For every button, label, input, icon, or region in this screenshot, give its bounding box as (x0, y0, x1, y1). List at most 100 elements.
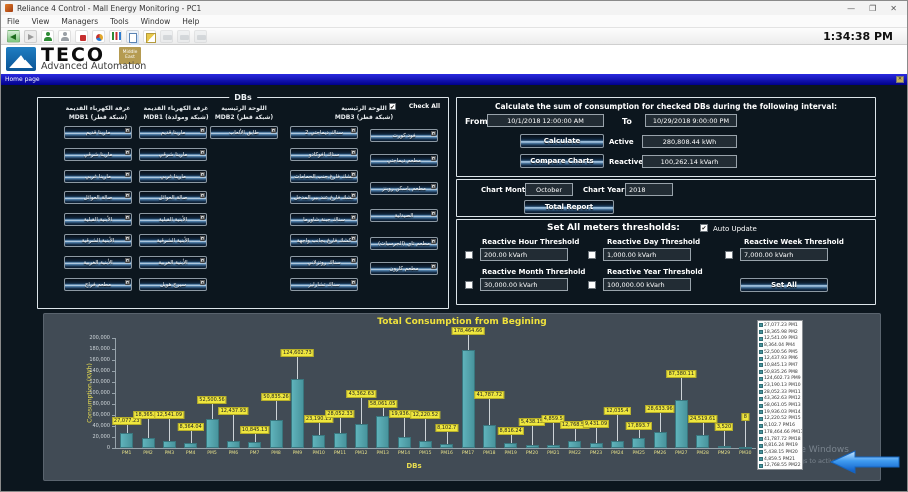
set-all-button[interactable]: Set All (740, 278, 828, 292)
chart-icon[interactable] (109, 29, 122, 43)
chart-bar-PM3[interactable] (162, 441, 176, 448)
check-all-checkbox[interactable] (389, 103, 396, 110)
db-button-checkbox[interactable] (125, 215, 130, 220)
db-button[interactable]: سناك جبنة شاورما (290, 213, 358, 226)
design-icon[interactable] (143, 29, 156, 43)
calculate-button[interactable]: Calculate (520, 134, 604, 148)
db-button[interactable]: سناك ديماجتي 2 (290, 126, 358, 139)
db-button-checkbox[interactable] (125, 193, 130, 198)
chart-bar-PM25[interactable] (632, 438, 646, 448)
db-button[interactable]: سناك افوكادو (290, 148, 358, 161)
back-icon[interactable] (7, 29, 20, 43)
chart-bar-PM17[interactable] (461, 349, 475, 448)
db-button[interactable]: الأبنية الشرقية (64, 234, 132, 247)
chart-bar-PM1[interactable] (120, 433, 134, 448)
db-button[interactable]: مطعم فراج (64, 278, 132, 291)
db-button[interactable]: مارينا شرقي (139, 148, 207, 161)
chart-bar-PM7[interactable] (248, 442, 262, 448)
menu-item-file[interactable]: File (7, 16, 20, 26)
db-button[interactable]: مارينا قديم (64, 126, 132, 139)
chart-bar-PM8[interactable] (269, 420, 283, 448)
db-button[interactable]: كشك فارغ عند بير المدخل (290, 191, 358, 204)
threshold-day-input[interactable]: 1,000.00 kVarh (603, 248, 691, 261)
chart-bar-PM14[interactable] (397, 437, 411, 448)
chart-bar-PM28[interactable] (696, 434, 710, 448)
chart-bar-PM5[interactable] (205, 419, 219, 448)
db-button-checkbox[interactable] (431, 131, 436, 136)
threshold-year-checkbox[interactable] (588, 281, 596, 289)
print-icon[interactable] (177, 29, 190, 43)
chart-bar-PM19[interactable] (504, 443, 518, 448)
db-button[interactable]: مطعم كارون (370, 262, 438, 275)
db-button[interactable]: الأبنية الغربية (64, 256, 132, 269)
to-datetime-input[interactable]: 10/29/2018 9:00:00 PM (645, 114, 737, 127)
threshold-month-input[interactable]: 30,000.00 kVarh (480, 278, 568, 291)
db-button[interactable]: سيرج هويل (139, 278, 207, 291)
db-button[interactable]: سناك روتزلاني (290, 256, 358, 269)
threshold-week-checkbox[interactable] (725, 251, 733, 259)
db-button[interactable]: الأبنية الغربية (139, 256, 207, 269)
db-button-checkbox[interactable] (200, 193, 205, 198)
menu-item-view[interactable]: View (31, 16, 50, 26)
db-button-checkbox[interactable] (431, 239, 436, 244)
compare-charts-button[interactable]: Compare Charts (520, 154, 604, 168)
db-button[interactable]: مارينا قديم (139, 126, 207, 139)
threshold-hour-checkbox[interactable] (465, 251, 473, 259)
db-button[interactable]: الأبنية القبلية (139, 213, 207, 226)
threshold-year-input[interactable]: 100,000.00 kVarh (603, 278, 691, 291)
chart-bar-PM26[interactable] (653, 432, 667, 448)
chart-bar-PM18[interactable] (482, 425, 496, 448)
menu-item-tools[interactable]: Tools (110, 16, 129, 26)
db-button-checkbox[interactable] (431, 184, 436, 189)
chart-year-input[interactable]: 2018 (625, 183, 673, 196)
db-button-checkbox[interactable] (125, 150, 130, 155)
db-button-checkbox[interactable] (351, 236, 356, 241)
chart-bar-PM20[interactable] (525, 445, 539, 448)
db-button-checkbox[interactable] (200, 280, 205, 285)
user1-icon[interactable] (41, 29, 54, 43)
db-button-checkbox[interactable] (200, 172, 205, 177)
chart-bar-PM23[interactable] (589, 442, 603, 448)
threshold-hour-input[interactable]: 200.00 kVarh (480, 248, 568, 261)
copy-icon[interactable] (126, 29, 139, 43)
chart-bar-PM27[interactable] (674, 399, 688, 448)
db-button-checkbox[interactable] (125, 172, 130, 177)
threshold-month-checkbox[interactable] (465, 281, 473, 289)
db-button-checkbox[interactable] (125, 280, 130, 285)
db-button-checkbox[interactable] (200, 150, 205, 155)
chart-bar-PM16[interactable] (440, 443, 454, 448)
total-report-button[interactable]: Total Report (524, 200, 614, 214)
db-button[interactable]: مطعم تاي (الجرسيات) (370, 237, 438, 250)
db-button[interactable]: طابق الألعاب (210, 126, 278, 139)
chart-bar-PM2[interactable] (141, 437, 155, 448)
db-button[interactable]: كشك فارغ جنب الحمامات (290, 170, 358, 183)
db-button[interactable]: مطعم ديماجتي (370, 154, 438, 167)
threshold-day-checkbox[interactable] (588, 251, 596, 259)
db-button[interactable]: سناك تشارليز (290, 278, 358, 291)
chart-bar-PM4[interactable] (184, 443, 198, 448)
db-button-checkbox[interactable] (200, 128, 205, 133)
chart-bar-PM24[interactable] (610, 441, 624, 448)
chart-bar-PM21[interactable] (546, 445, 560, 448)
chart-bar-PM30[interactable] (738, 447, 752, 449)
db-button[interactable]: الصيدلية (370, 209, 438, 222)
chart-bar-PM11[interactable] (333, 432, 347, 448)
db-button[interactable]: مارينا غربي (64, 170, 132, 183)
chart-bar-PM29[interactable] (717, 446, 731, 449)
db-button[interactable]: الأبنية الشرقية (139, 234, 207, 247)
db-button-checkbox[interactable] (125, 236, 130, 241)
docpie-icon[interactable] (92, 29, 105, 43)
db-button[interactable]: مطعم باسكن روبنز (370, 182, 438, 195)
db-button-checkbox[interactable] (271, 128, 276, 133)
menu-item-managers[interactable]: Managers (61, 16, 99, 26)
threshold-week-input[interactable]: 7,000.00 kVarh (740, 248, 828, 261)
tab-close-icon[interactable]: ✕ (896, 76, 904, 83)
docred-icon[interactable] (75, 29, 88, 43)
db-button-checkbox[interactable] (351, 150, 356, 155)
close-button[interactable]: ✕ (890, 3, 897, 13)
db-button-checkbox[interactable] (351, 128, 356, 133)
db-button[interactable]: صالة العوائل (64, 191, 132, 204)
menu-item-help[interactable]: Help (182, 16, 200, 26)
chart-legend[interactable]: 27,077.23 PM1 18,365.98 PM2 12,541.09 PM3 8… (757, 320, 803, 470)
print-icon[interactable] (160, 29, 173, 43)
